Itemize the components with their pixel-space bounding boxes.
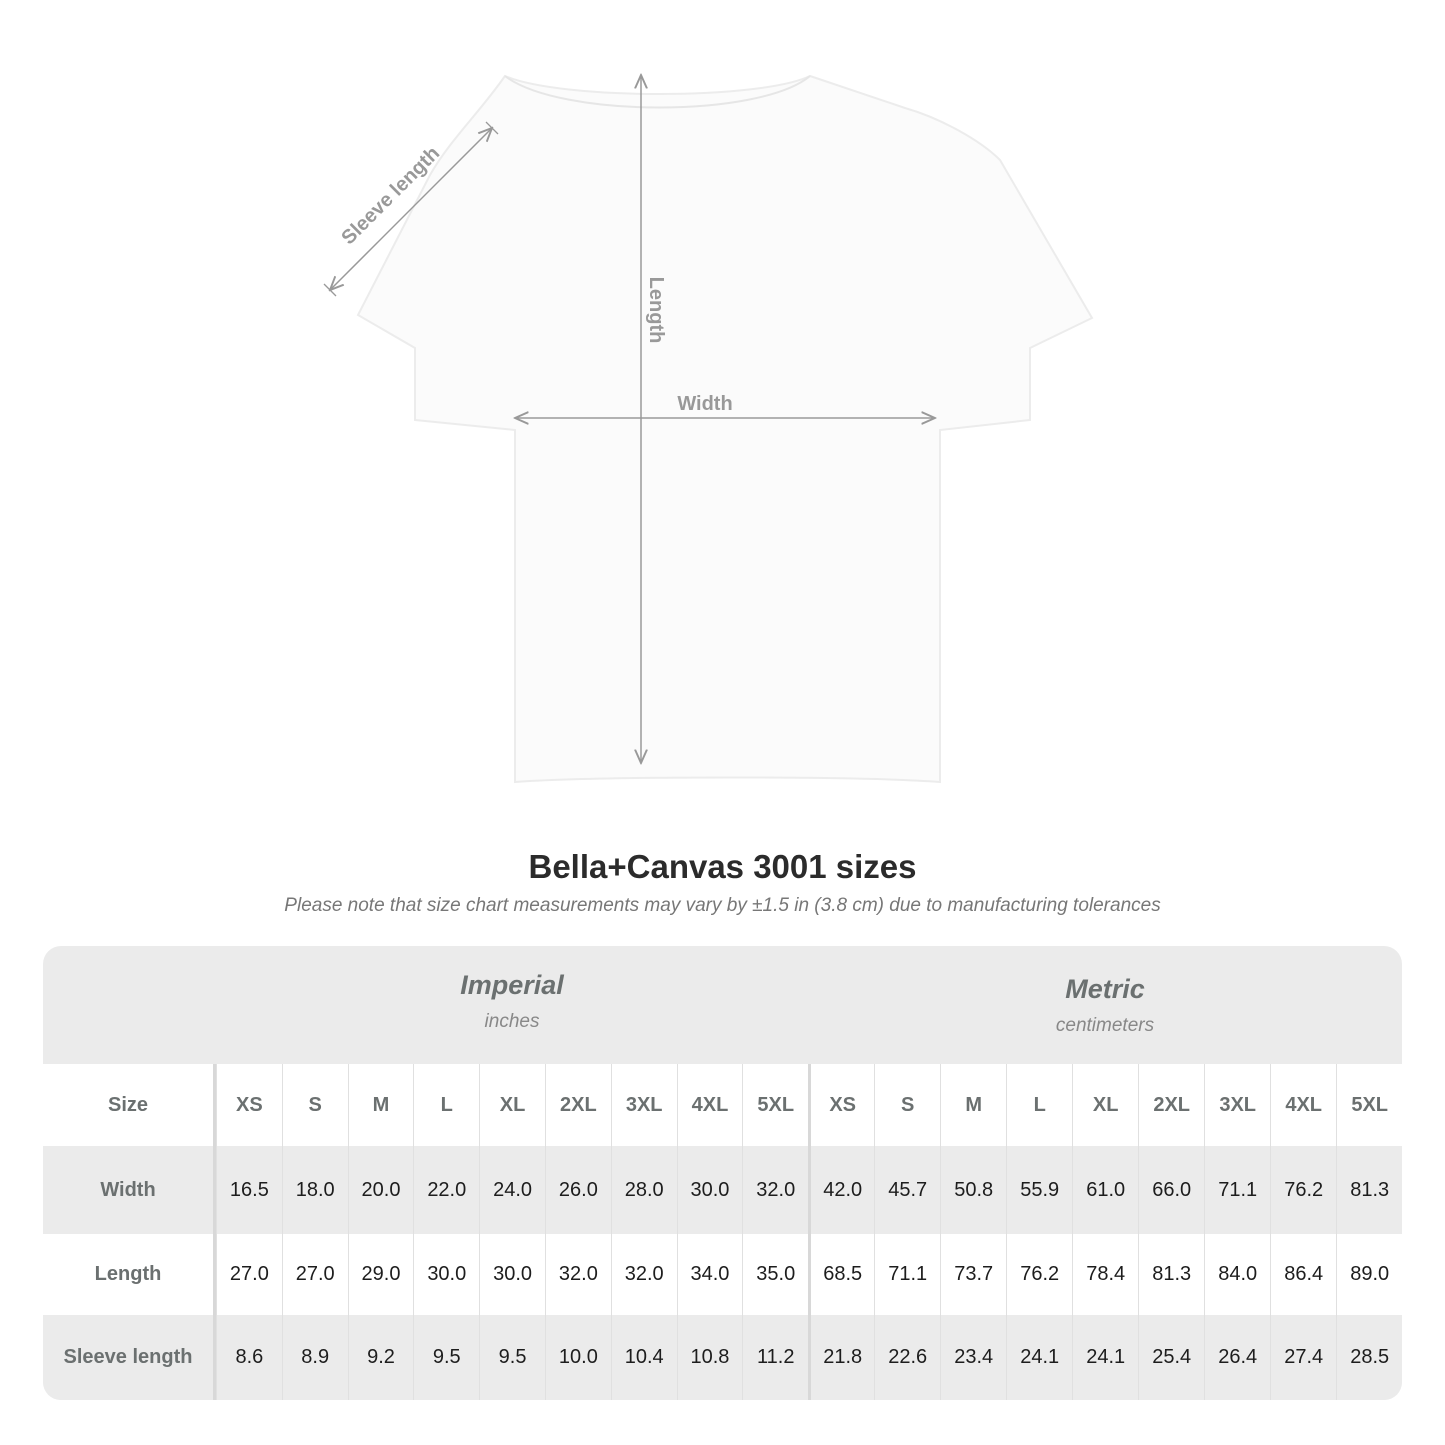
metric-size-header: S [874, 1064, 940, 1146]
metric-title: Metric [1065, 974, 1145, 1004]
imperial-size-header: 5XL [742, 1064, 808, 1146]
tshirt-diagram: Sleeve length Length Width [323, 0, 1094, 784]
imperial-value: 29.0 [347, 1234, 414, 1315]
metric-value: 61.0 [1072, 1146, 1138, 1234]
metric-value: 73.7 [940, 1234, 1006, 1315]
metric-value: 45.7 [874, 1146, 940, 1234]
metric-value: 27.4 [1270, 1315, 1336, 1400]
imperial-title: Imperial [460, 970, 564, 1000]
metric-value: 21.8 [808, 1315, 874, 1400]
imperial-size-header: S [281, 1064, 348, 1146]
size-table: Imperial inches Metric centimeters Size X… [43, 946, 1402, 1400]
row-label: Length [43, 1234, 216, 1315]
imperial-value: 28.0 [610, 1146, 677, 1234]
imperial-unit: inches [484, 1011, 540, 1032]
metric-value: 25.4 [1138, 1315, 1204, 1400]
size-grid: Size XS S M L XL 2XL 3XL 4XL 5XL XS S M L XL 2XL 3XL 4XL 5… [43, 1064, 1402, 1400]
row-label: Sleeve length [43, 1315, 216, 1400]
metric-size-header: 5XL [1336, 1064, 1402, 1146]
collar-line [504, 75, 811, 109]
sleeve-arrow-end-tick [323, 283, 337, 297]
size-header-label: Size [43, 1064, 216, 1146]
sleeve-arrow [330, 128, 492, 290]
metric-value: 50.8 [940, 1146, 1006, 1234]
imperial-value: 9.5 [479, 1315, 545, 1400]
imperial-value: 20.0 [347, 1146, 414, 1234]
row-label: Width [43, 1146, 216, 1234]
table-row: Length 27.0 27.0 29.0 30.0 30.0 32.0 32.0 34.0 35… [43, 1234, 1402, 1315]
metric-header: Metric centimeters [808, 974, 1402, 1092]
metric-size-header: 2XL [1138, 1064, 1204, 1146]
imperial-value: 26.0 [544, 1146, 611, 1234]
imperial-size-header: M [347, 1064, 414, 1146]
imperial-value: 24.0 [479, 1146, 545, 1234]
imperial-size-header: XS [216, 1064, 282, 1146]
imperial-value: 9.2 [347, 1315, 414, 1400]
table-row: Width 16.5 18.0 20.0 22.0 24.0 26.0 28.0 30.0 32.… [43, 1146, 1402, 1234]
sleeve-arrow-end-tick [485, 121, 499, 135]
imperial-value: 27.0 [281, 1234, 348, 1315]
imperial-value: 18.0 [281, 1146, 348, 1234]
metric-size-header: XL [1072, 1064, 1138, 1146]
table-row: Sleeve length 8.6 8.9 9.2 9.5 9.5 10.0 10.4 10.8… [43, 1315, 1402, 1400]
imperial-size-header: L [413, 1064, 479, 1146]
imperial-value: 10.4 [610, 1315, 677, 1400]
metric-value: 24.1 [1072, 1315, 1138, 1400]
metric-value: 23.4 [940, 1315, 1006, 1400]
imperial-value: 27.0 [216, 1234, 282, 1315]
imperial-value: 10.0 [544, 1315, 611, 1400]
metric-value: 71.1 [874, 1234, 940, 1315]
imperial-value: 32.0 [544, 1234, 611, 1315]
metric-value: 42.0 [808, 1146, 874, 1234]
imperial-value: 30.0 [479, 1234, 545, 1315]
imperial-value: 30.0 [413, 1234, 479, 1315]
size-header-row: Size XS S M L XL 2XL 3XL 4XL 5XL XS S M L XL 2XL 3XL 4XL 5… [43, 1064, 1402, 1146]
imperial-value: 8.9 [281, 1315, 348, 1400]
length-label: Length [645, 277, 667, 344]
metric-value: 81.3 [1138, 1234, 1204, 1315]
imperial-value: 30.0 [676, 1146, 743, 1234]
imperial-value: 35.0 [742, 1234, 808, 1315]
imperial-size-header: 3XL [610, 1064, 677, 1146]
metric-value: 66.0 [1138, 1146, 1204, 1234]
metric-value: 71.1 [1204, 1146, 1270, 1234]
metric-value: 78.4 [1072, 1234, 1138, 1315]
metric-value: 86.4 [1270, 1234, 1336, 1315]
metric-size-header: XS [808, 1064, 874, 1146]
metric-value: 55.9 [1006, 1146, 1072, 1234]
imperial-size-header: 4XL [676, 1064, 743, 1146]
imperial-value: 22.0 [413, 1146, 479, 1234]
metric-value: 89.0 [1336, 1234, 1402, 1315]
metric-size-header: 4XL [1270, 1064, 1336, 1146]
metric-size-header: L [1006, 1064, 1072, 1146]
imperial-value: 32.0 [742, 1146, 808, 1234]
imperial-value: 8.6 [216, 1315, 282, 1400]
imperial-value: 11.2 [742, 1315, 808, 1400]
imperial-value: 32.0 [610, 1234, 677, 1315]
chart-title: Bella+Canvas 3001 sizes [528, 848, 917, 885]
imperial-value: 9.5 [413, 1315, 479, 1400]
metric-value: 24.1 [1006, 1315, 1072, 1400]
metric-value: 26.4 [1204, 1315, 1270, 1400]
imperial-header: Imperial inches [216, 970, 808, 1088]
imperial-value: 10.8 [676, 1315, 743, 1400]
metric-value: 76.2 [1270, 1146, 1336, 1234]
metric-value: 68.5 [808, 1234, 874, 1315]
metric-value: 81.3 [1336, 1146, 1402, 1234]
metric-value: 28.5 [1336, 1315, 1402, 1400]
width-label: Width [677, 393, 732, 415]
imperial-size-header: XL [479, 1064, 545, 1146]
tshirt-shape [356, 74, 1094, 784]
metric-value: 22.6 [874, 1315, 940, 1400]
imperial-size-header: 2XL [544, 1064, 611, 1146]
metric-size-header: M [940, 1064, 1006, 1146]
imperial-value: 16.5 [216, 1146, 282, 1234]
metric-unit: centimeters [1055, 1015, 1155, 1036]
metric-size-header: 3XL [1204, 1064, 1270, 1146]
metric-value: 84.0 [1204, 1234, 1270, 1315]
tolerance-note: Please note that size chart measurements… [284, 895, 1161, 916]
metric-value: 76.2 [1006, 1234, 1072, 1315]
imperial-value: 34.0 [676, 1234, 743, 1315]
